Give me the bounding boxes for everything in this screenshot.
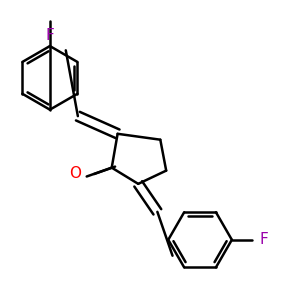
Text: F: F — [46, 28, 54, 43]
Text: F: F — [260, 232, 268, 247]
Text: O: O — [69, 166, 81, 181]
